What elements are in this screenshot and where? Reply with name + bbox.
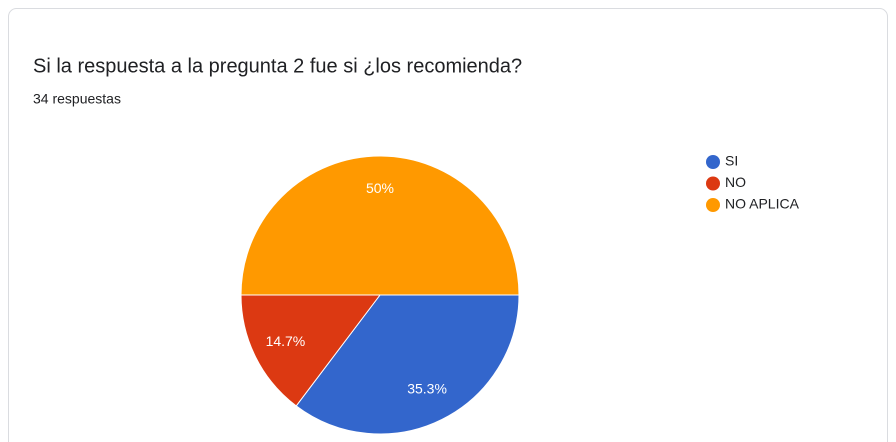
slice-label: 50% [366, 180, 394, 196]
pie-slice [295, 294, 520, 435]
legend-label: NO APLICA [725, 196, 800, 212]
slice-label: 14.7% [266, 333, 306, 349]
legend-swatch [706, 155, 720, 169]
pie-slice [240, 294, 382, 407]
legend-swatch [706, 198, 720, 212]
legend-label: SI [725, 153, 738, 169]
legend-label: NO [725, 174, 746, 190]
slice-label: 35.3% [407, 380, 447, 396]
pie-slice [240, 155, 520, 296]
chart-subtitle: 34 respuestas [33, 91, 121, 107]
chart-title: Si la respuesta a la pregunta 2 fue si ¿… [33, 55, 522, 77]
legend-swatch [706, 176, 720, 191]
